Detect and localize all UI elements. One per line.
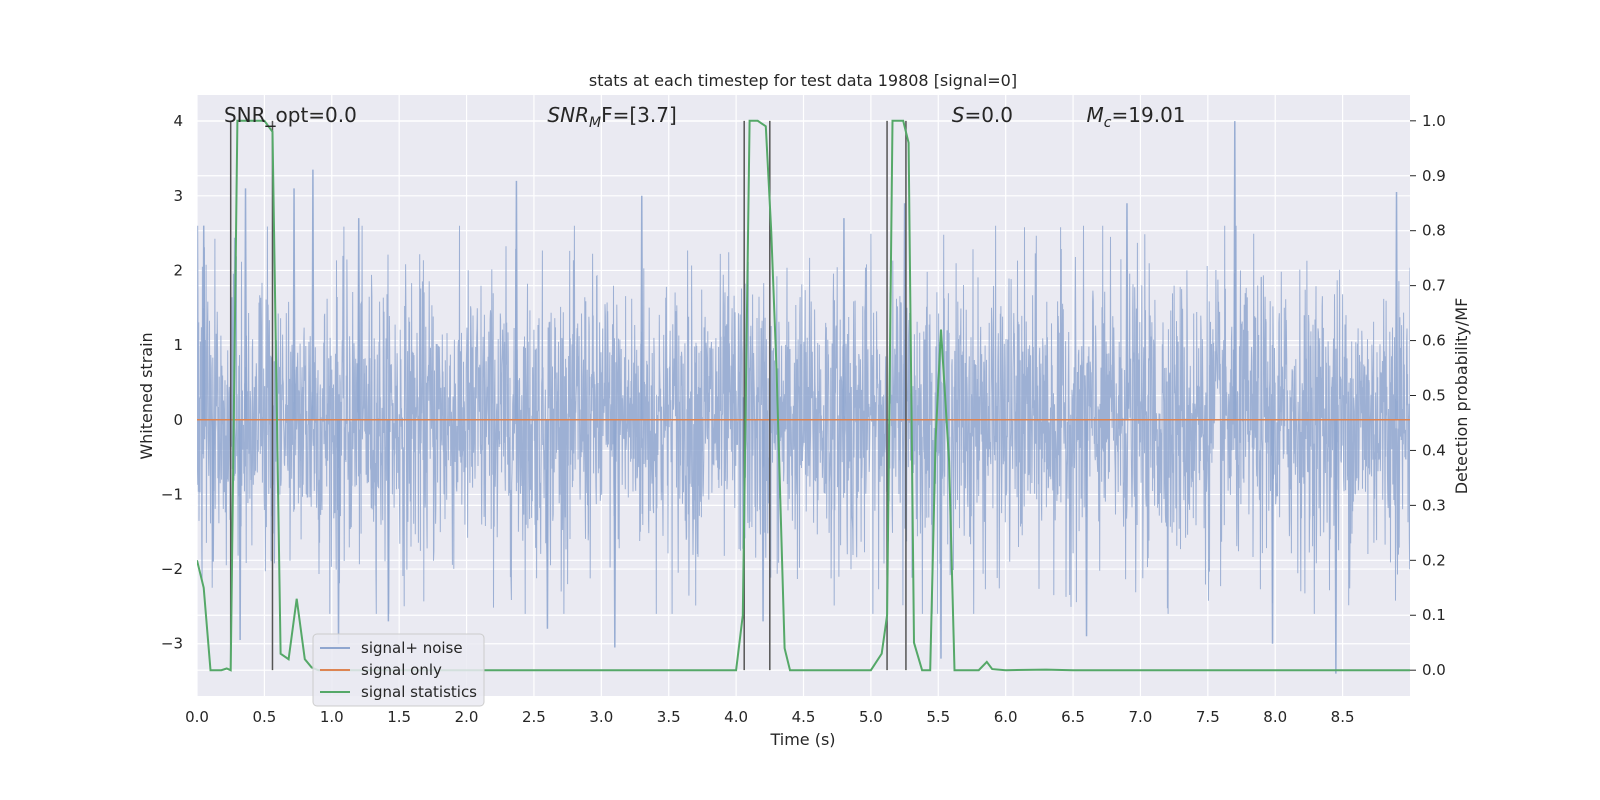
signal-noise-spike <box>243 188 248 420</box>
signal-noise-spike <box>939 419 943 659</box>
legend-label: signal+ noise <box>361 639 463 657</box>
y-right-axis-ticks: 0.0 0.1 0.2 0.3 0.4 0.5 0.6 0.7 0.8 0.9 1.0 <box>1410 112 1446 679</box>
chart-title: stats at each timestep for test data 198… <box>589 71 1017 90</box>
legend-label: signal only <box>361 661 442 679</box>
x-tick-label: 5.5 <box>926 708 950 726</box>
signal-noise-spike <box>640 195 644 420</box>
signal-noise-spike <box>336 419 341 644</box>
signal-noise-spike <box>1334 419 1338 674</box>
signal-noise-trace <box>197 225 1410 614</box>
x-tick-label: 6.0 <box>994 708 1018 726</box>
y-right-tick-label: 0.1 <box>1422 606 1446 624</box>
signal-noise-spike <box>842 218 846 420</box>
x-tick-label: 0.5 <box>252 708 276 726</box>
annotation: Mc=19.01 <box>1087 103 1186 131</box>
y-tick-label: −1 <box>161 485 183 503</box>
signal-noise-spike <box>545 419 549 629</box>
signal-noise-spike <box>903 203 907 420</box>
x-axis-label: Time (s) <box>769 730 835 749</box>
y-tick-label: 2 <box>173 261 183 279</box>
x-tick-label: 7.0 <box>1129 708 1153 726</box>
y-right-tick-label: 0.0 <box>1422 661 1446 679</box>
y-right-tick-label: 0.8 <box>1422 222 1446 240</box>
x-tick-label: 4.0 <box>724 708 748 726</box>
y-right-tick-label: 0.9 <box>1422 167 1446 185</box>
signal-noise-spike <box>386 419 390 622</box>
annotation: SNR_opt=0.0 <box>224 103 357 127</box>
y-right-tick-label: 0.5 <box>1422 387 1446 405</box>
y-right-tick-label: 0.2 <box>1422 551 1446 569</box>
signal-noise-spike <box>292 188 296 420</box>
y-axis-label: Whitened strain <box>137 332 156 459</box>
signal-noise-spike <box>211 419 215 562</box>
x-tick-label: 4.5 <box>792 708 816 726</box>
signal-noise-spike <box>761 419 765 622</box>
x-tick-label: 1.5 <box>387 708 411 726</box>
y-right-tick-label: 0.3 <box>1422 496 1446 514</box>
signal-noise-spike <box>311 169 315 420</box>
y-right-tick-label: 0.6 <box>1422 332 1446 350</box>
x-tick-label: 0.0 <box>185 708 209 726</box>
y-right-tick-label: 0.4 <box>1422 441 1446 459</box>
signal-noise-spike <box>357 218 361 420</box>
y-right-tick-label: 1.0 <box>1422 112 1446 130</box>
y-tick-label: −3 <box>161 635 183 653</box>
y-tick-label: 4 <box>173 112 183 130</box>
signal-noise-spike <box>1233 121 1237 420</box>
y-tick-label: 3 <box>173 187 183 205</box>
signal-noise-spike <box>202 225 206 420</box>
x-tick-label: 8.0 <box>1263 708 1287 726</box>
signal-noise-spike <box>1084 419 1089 637</box>
x-tick-label: 3.5 <box>657 708 681 726</box>
annotation: SNRMF=[3.7] <box>547 103 676 131</box>
x-tick-label: 5.0 <box>859 708 883 726</box>
signal-noise-spike <box>238 419 242 641</box>
signal-noise-spike <box>1270 419 1275 644</box>
x-tick-label: 8.5 <box>1331 708 1355 726</box>
signal-noise-spike <box>514 180 518 420</box>
legend-label: signal statistics <box>361 683 477 701</box>
y-tick-label: −2 <box>161 560 183 578</box>
x-axis-ticks: 0.0 0.5 1.0 1.5 2.0 2.5 3.0 3.5 4.0 4.5 5.0 5.5 6.0 6… <box>185 708 1354 726</box>
signal-noise-spike <box>1125 203 1129 420</box>
annotation: S=0.0 <box>952 103 1013 127</box>
y-tick-label: 1 <box>173 336 183 354</box>
y-right-axis-label: Detection probability/MF <box>1452 298 1471 495</box>
x-tick-label: 2.0 <box>455 708 479 726</box>
signal-noise-spike <box>1394 192 1399 420</box>
y-axis-ticks: −3 −2 −1 0 1 2 3 4 <box>161 112 183 653</box>
y-right-tick-label: 0.7 <box>1422 277 1446 295</box>
x-tick-label: 7.5 <box>1196 708 1220 726</box>
y-tick-label: 0 <box>173 411 183 429</box>
x-tick-label: 1.0 <box>320 708 344 726</box>
legend-box <box>312 633 485 707</box>
signal-statistics-line <box>197 119 1410 672</box>
annotations: SNR_opt=0.0 SNRMF=[3.7] S=0.0 Mc=19.01 <box>224 103 1186 131</box>
x-tick-label: 2.5 <box>522 708 546 726</box>
x-tick-label: 3.0 <box>589 708 613 726</box>
x-tick-label: 6.5 <box>1061 708 1085 726</box>
signal-noise-spike <box>613 419 617 648</box>
legend: signal+ noise signal only signal statistic… <box>312 633 485 707</box>
